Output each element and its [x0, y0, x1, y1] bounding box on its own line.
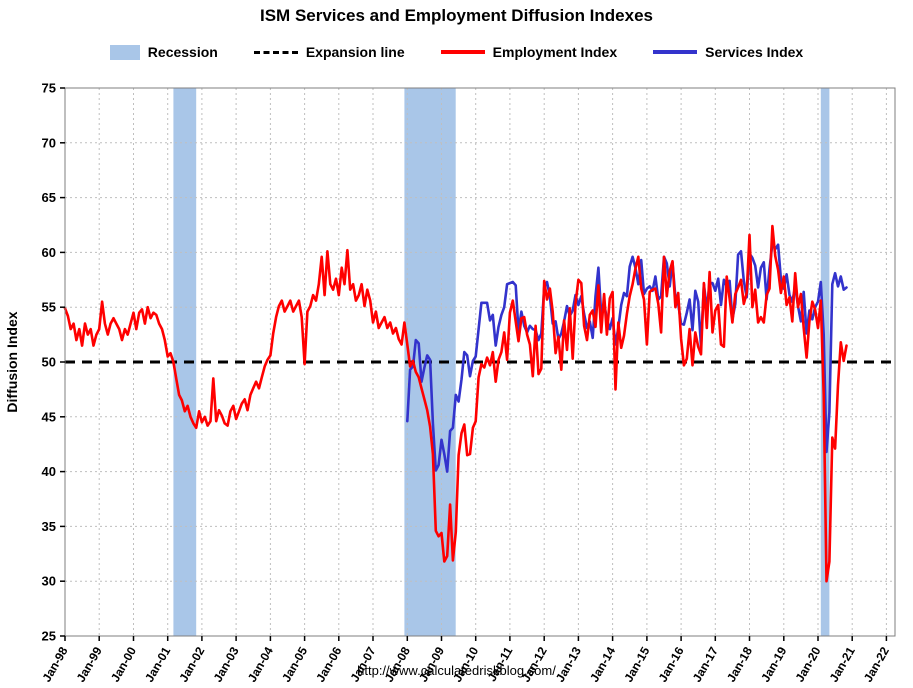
- y-tick-label: 60: [42, 245, 56, 260]
- employment-index-swatch: [440, 50, 485, 54]
- y-tick-label: 50: [42, 355, 56, 370]
- expansion-line-swatch: [253, 50, 298, 54]
- legend-label-recession: Recession: [147, 44, 218, 60]
- y-tick-label: 70: [42, 135, 56, 150]
- legend-item-services-index: Services Index: [653, 44, 803, 60]
- services-index-swatch: [653, 50, 698, 54]
- legend-label-services-index: Services Index: [705, 44, 804, 60]
- y-tick-label: 65: [42, 190, 56, 205]
- y-tick-label: 55: [42, 300, 56, 315]
- y-tick-label: 40: [42, 464, 56, 479]
- y-tick-label: 25: [42, 629, 56, 644]
- source-url: http://www.calculatedriskblog.com/: [357, 663, 556, 678]
- legend-item-employment-index: Employment Index: [440, 44, 618, 60]
- legend-item-recession: Recession: [109, 44, 218, 60]
- series-employment-index: [63, 224, 848, 583]
- recession-swatch: [109, 44, 140, 60]
- legend: Recession Expansion line Employment Inde…: [0, 44, 913, 60]
- y-tick-label: 35: [42, 519, 56, 534]
- y-axis-title: Diffusion Index: [4, 311, 20, 412]
- legend-item-expansion-line: Expansion line: [253, 44, 405, 60]
- y-tick-label: 75: [42, 81, 56, 96]
- chart-title: ISM Services and Employment Diffusion In…: [260, 6, 653, 25]
- legend-label-expansion-line: Expansion line: [305, 44, 405, 60]
- series-services-index: [405, 242, 848, 473]
- y-tick-label: 45: [42, 409, 56, 424]
- y-tick-label: 30: [42, 574, 56, 589]
- legend-label-employment-index: Employment Index: [492, 44, 618, 60]
